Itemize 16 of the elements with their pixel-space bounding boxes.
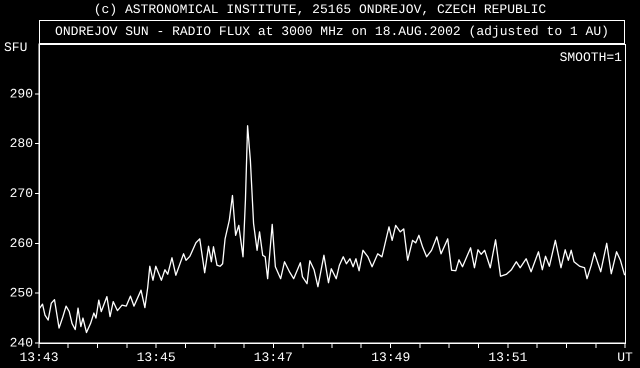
y-tick-label: 270 [10, 186, 33, 201]
x-tick-label: 13:51 [488, 350, 528, 366]
x-tick-label: 13:43 [19, 350, 59, 366]
y-tick-label: 240 [10, 335, 33, 350]
y-tick-label: 260 [10, 236, 33, 251]
x-tick-label: 13:49 [371, 350, 410, 366]
x-tick-label: UT [617, 350, 633, 366]
y-tick-label: 280 [10, 136, 33, 152]
x-tick-label: 13:47 [254, 350, 293, 366]
y-axis-title: SFU [4, 40, 28, 55]
y-tick-label: 250 [10, 286, 33, 301]
chart-title: ONDREJOV SUN - RADIO FLUX at 3000 MHz on 18.AUG.2002 (adjusted to 1 AU) [39, 20, 625, 44]
x-tick-label: 13:45 [136, 350, 176, 366]
text: (c) ASTRONOMICAL INSTITUTE, 25165 ONDREJOV, CZECH REPUBLIC [92, 2, 548, 17]
annotation: SMOOTH=1 [560, 50, 622, 65]
y-tick-label: 290 [10, 86, 33, 102]
